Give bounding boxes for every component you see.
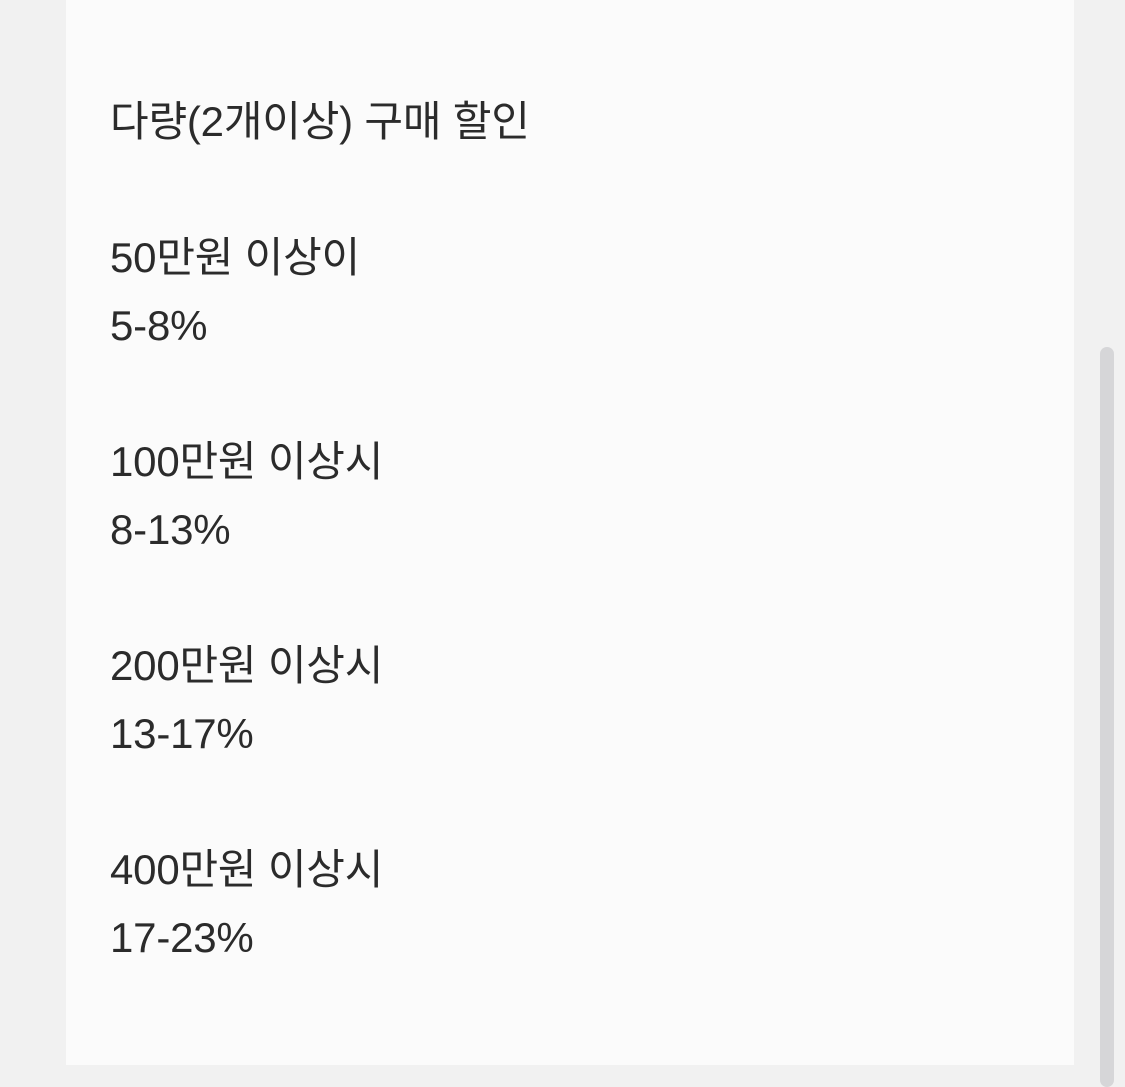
tier-threshold-label: 50만원 이상이 xyxy=(110,234,360,281)
left-gutter xyxy=(0,0,66,1065)
tier-rate-value: 8-13% xyxy=(110,506,231,553)
discount-tier-list: 50만원 이상이 5-8% 100만원 이상시 8-13% 200만원 이상시 … xyxy=(110,224,1034,972)
tier-rate-value: 5-8% xyxy=(110,302,208,349)
discount-tier-item: 100만원 이상시 8-13% xyxy=(110,428,1034,564)
tier-rate-value: 13-17% xyxy=(110,710,254,757)
vertical-scrollbar[interactable] xyxy=(1100,0,1114,1087)
discount-tier-item: 200만원 이상시 13-17% xyxy=(110,632,1034,768)
discount-notice-body: 다량(2개이상) 구매 할인 50만원 이상이 5-8% 100만원 이상시 8… xyxy=(110,88,1034,972)
right-gutter xyxy=(1074,0,1125,1065)
discount-tier-item: 50만원 이상이 5-8% xyxy=(110,224,1034,360)
tier-threshold-label: 100만원 이상시 xyxy=(110,438,384,485)
scrollbar-thumb[interactable] xyxy=(1100,347,1114,1087)
page-title: 다량(2개이상) 구매 할인 xyxy=(110,98,530,145)
discount-tier-item: 400만원 이상시 17-23% xyxy=(110,836,1034,972)
tier-threshold-label: 200만원 이상시 xyxy=(110,642,384,689)
tier-rate-value: 17-23% xyxy=(110,914,254,961)
tier-threshold-label: 400만원 이상시 xyxy=(110,846,384,893)
content-sheet: 다량(2개이상) 구매 할인 50만원 이상이 5-8% 100만원 이상시 8… xyxy=(66,0,1074,1065)
